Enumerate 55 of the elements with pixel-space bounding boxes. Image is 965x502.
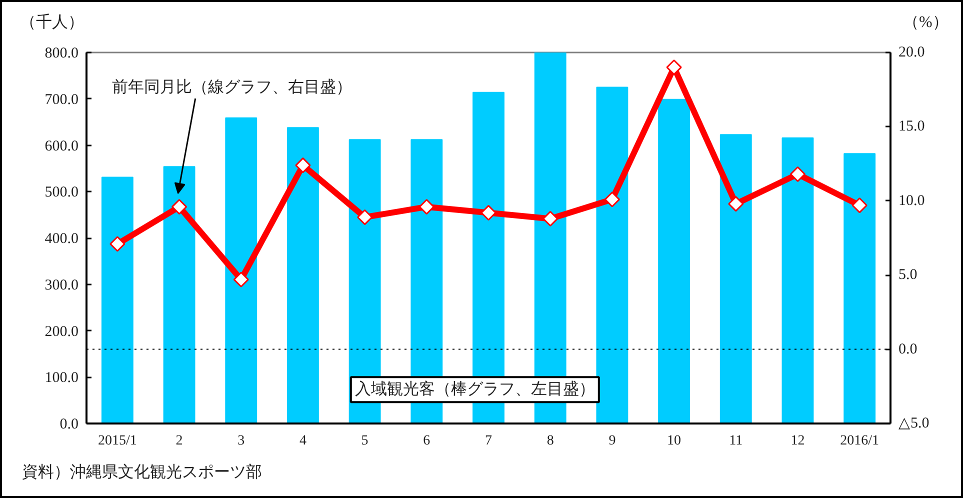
y-tick-label: 600.0 xyxy=(44,138,78,154)
point xyxy=(790,166,806,182)
y2-tick-label: 0.0 xyxy=(898,341,918,358)
x-tick-label: 9 xyxy=(608,434,616,448)
y-tick-label: 200.0 xyxy=(44,324,78,340)
y-tick-label: 800.0 xyxy=(44,46,78,62)
y2-tick-label: 10.0 xyxy=(898,192,925,209)
bar xyxy=(225,117,258,424)
bar xyxy=(596,86,628,424)
point xyxy=(666,60,682,76)
point xyxy=(852,198,868,214)
x-tick-label: 6 xyxy=(423,434,430,448)
bar xyxy=(658,98,690,424)
series-label: 入域観光客（棒グラフ、左目盛） xyxy=(354,380,595,398)
y-tick-label: 300.0 xyxy=(44,277,78,294)
y-axis-title: （千人） xyxy=(20,12,84,33)
bar xyxy=(844,153,876,424)
bar xyxy=(163,166,196,424)
bar xyxy=(782,137,814,424)
point xyxy=(728,196,744,212)
y2-tick-label: 5.0 xyxy=(898,267,918,284)
point xyxy=(295,157,311,174)
y-tick-label: 400.0 xyxy=(44,231,78,247)
x-tick-label: 10 xyxy=(667,434,682,448)
point xyxy=(418,199,434,215)
x-tick-label: 8 xyxy=(546,434,554,448)
x-tick-label: 2015/1 xyxy=(98,434,137,448)
y2-tick-label: △5.0 xyxy=(898,416,930,432)
y-tick-label: 500.0 xyxy=(44,184,78,201)
y2-axis-title: （%） xyxy=(903,13,948,33)
x-tick-label: 2 xyxy=(176,434,183,448)
point xyxy=(233,272,249,288)
y-tick-label: 100.0 xyxy=(44,370,78,386)
x-tick-label: 3 xyxy=(238,434,245,448)
y2-tick-label: 15.0 xyxy=(898,118,925,135)
y2-tick-label: 20.0 xyxy=(898,44,925,60)
x-tick-label: 12 xyxy=(790,434,805,448)
x-tick-label: 4 xyxy=(299,434,306,448)
x-tick-label: 5 xyxy=(361,434,368,448)
point xyxy=(480,204,496,221)
point xyxy=(171,199,188,215)
point xyxy=(542,210,558,227)
y-tick-label: 0.0 xyxy=(60,416,78,432)
point xyxy=(356,209,373,226)
text: 前年同月比（線グラフ、右目盛） xyxy=(112,78,352,96)
y-tick-label: 700.0 xyxy=(44,92,78,108)
x-tick-label: 2016/1 xyxy=(840,434,880,448)
bar xyxy=(101,176,134,424)
text: 資料）沖縄県文化観光スポーツ部 xyxy=(22,462,262,483)
bar xyxy=(720,134,752,424)
point xyxy=(110,236,126,252)
x-tick-label: 11 xyxy=(729,434,743,448)
x-tick-label: 7 xyxy=(485,434,492,448)
bar xyxy=(287,127,319,424)
point xyxy=(604,192,620,208)
